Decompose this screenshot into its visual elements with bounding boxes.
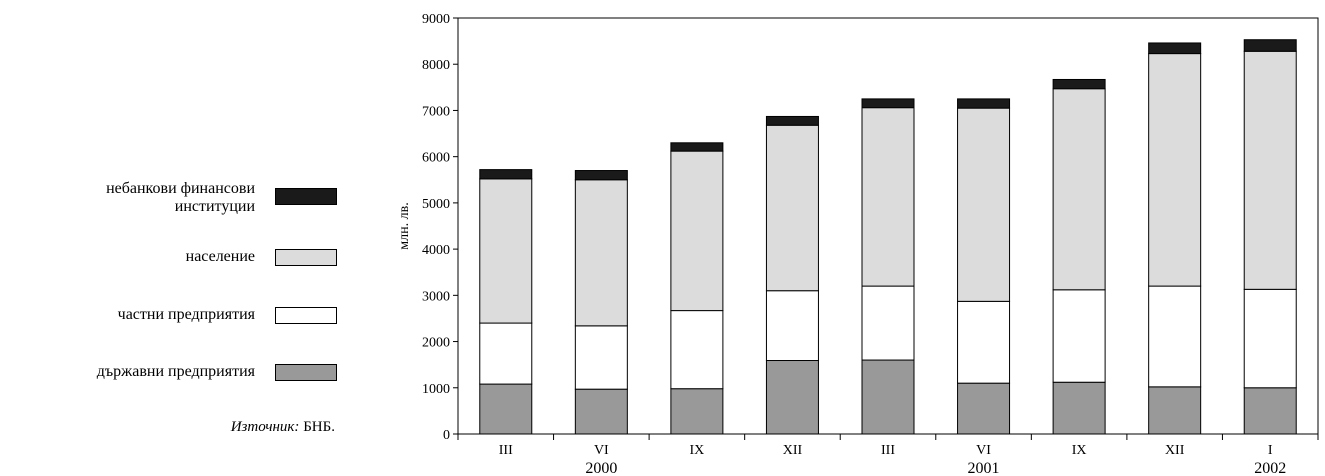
chart-legend: небанкови финансови институции население… bbox=[0, 0, 360, 476]
legend-item-private: частни предприятия bbox=[0, 306, 345, 326]
bar-segment bbox=[574, 170, 628, 181]
x-tick-label: IX bbox=[689, 443, 704, 458]
y-axis-label: млн. лв. bbox=[397, 202, 412, 249]
bar-segment bbox=[1148, 285, 1202, 388]
y-tick-label: 0 bbox=[443, 428, 450, 443]
bar-segment bbox=[1243, 288, 1297, 389]
source-text: БНБ. bbox=[303, 419, 335, 435]
source-note: Източник: БНБ. bbox=[231, 419, 335, 436]
legend-item-state: държавни предприятия bbox=[0, 363, 345, 383]
bar-segment bbox=[957, 107, 1011, 302]
bar-segment bbox=[1052, 289, 1106, 383]
x-tick-label: III bbox=[499, 443, 513, 458]
legend-label-population: население bbox=[185, 248, 255, 265]
year-label: 2000 bbox=[585, 460, 617, 476]
y-tick-label: 4000 bbox=[422, 243, 450, 258]
legend-label-nonbank-line1: небанкови финансови bbox=[106, 180, 255, 197]
legend-item-nonbank: небанкови финансови институции bbox=[0, 180, 345, 220]
bar-segment bbox=[479, 178, 533, 324]
bar-segment bbox=[1148, 42, 1202, 55]
x-tick-label: VI bbox=[594, 443, 609, 458]
bar-segment bbox=[1052, 78, 1106, 90]
bar-segment bbox=[861, 285, 915, 361]
bar-segment bbox=[765, 115, 819, 126]
x-tick-label: I bbox=[1268, 443, 1273, 458]
y-tick-label: 9000 bbox=[422, 12, 450, 27]
bar-segment bbox=[1243, 387, 1297, 435]
bar-segment bbox=[670, 150, 724, 312]
source-prefix: Източник: bbox=[230, 419, 300, 435]
bar-segment bbox=[670, 310, 724, 390]
legend-swatch-population bbox=[275, 249, 337, 266]
x-tick-label: IX bbox=[1072, 443, 1087, 458]
y-tick-label: 7000 bbox=[422, 104, 450, 119]
bar-segment bbox=[574, 325, 628, 390]
legend-item-population: население bbox=[0, 248, 345, 268]
legend-label-private: частни предприятия bbox=[117, 306, 255, 323]
bar-segment bbox=[765, 290, 819, 362]
year-label: 2002 bbox=[1254, 460, 1286, 476]
bar-segment bbox=[1148, 386, 1202, 435]
x-tick-label: VI bbox=[976, 443, 991, 458]
bar-segment bbox=[479, 169, 533, 180]
bar-segment bbox=[1243, 39, 1297, 52]
y-tick-label: 8000 bbox=[422, 58, 450, 73]
y-tick-label: 2000 bbox=[422, 336, 450, 351]
bar-segment bbox=[479, 322, 533, 385]
x-tick-label: XII bbox=[783, 443, 803, 458]
y-tick-label: 3000 bbox=[422, 289, 450, 304]
y-tick-label: 5000 bbox=[422, 197, 450, 212]
bar-segment bbox=[670, 388, 724, 435]
legend-label-nonbank-line2: институции bbox=[174, 198, 255, 215]
bar-segment bbox=[861, 107, 915, 287]
bar-segment bbox=[861, 98, 915, 109]
y-tick-label: 6000 bbox=[422, 151, 450, 166]
x-tick-label: XII bbox=[1165, 443, 1185, 458]
bar-segment bbox=[957, 382, 1011, 435]
x-tick-label: III bbox=[881, 443, 895, 458]
bar-segment bbox=[957, 300, 1011, 384]
bar-segment bbox=[861, 359, 915, 435]
year-label: 2001 bbox=[968, 460, 1000, 476]
legend-swatch-private bbox=[275, 307, 337, 324]
bar-segment bbox=[574, 179, 628, 327]
bar-segment bbox=[1052, 88, 1106, 291]
y-tick-label: 1000 bbox=[422, 382, 450, 397]
bar-segment bbox=[1148, 53, 1202, 287]
bar-segment bbox=[479, 383, 533, 435]
legend-swatch-nonbank bbox=[275, 188, 337, 205]
bar-segment bbox=[765, 360, 819, 435]
bar-segment bbox=[670, 142, 724, 152]
bar-segment bbox=[957, 98, 1011, 109]
bar-segment bbox=[1243, 50, 1297, 290]
bar-segment bbox=[765, 124, 819, 292]
legend-label-state: държавни предприятия bbox=[96, 363, 255, 380]
legend-swatch-state bbox=[275, 364, 337, 381]
bar-segment bbox=[1052, 381, 1106, 435]
bar-segment bbox=[574, 388, 628, 435]
legend-label-nonbank: небанкови финансови институции bbox=[106, 180, 255, 216]
